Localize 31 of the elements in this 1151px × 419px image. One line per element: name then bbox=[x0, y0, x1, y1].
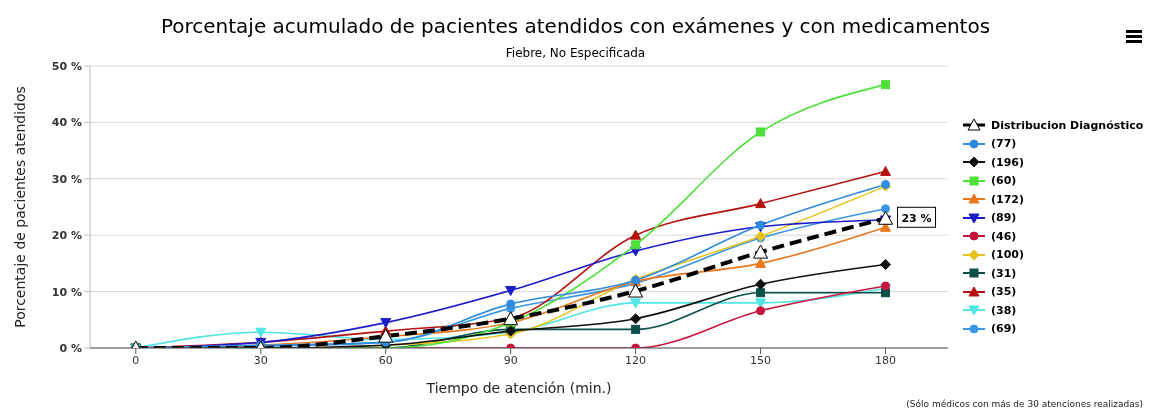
legend-label: (69) bbox=[991, 322, 1017, 336]
text: (Sólo médicos con más de 30 atenciones realizadas) bbox=[906, 399, 1143, 409]
annotation: 23 % bbox=[901, 212, 932, 226]
x-tick-label: 120 bbox=[625, 353, 647, 367]
y-tick-label: 0 % bbox=[59, 341, 82, 355]
y-tick-label: 10 % bbox=[51, 285, 82, 299]
x-tick-label: 0 bbox=[132, 353, 140, 367]
legend-label: (38) bbox=[991, 303, 1017, 317]
legend-label: (172) bbox=[991, 192, 1025, 206]
y-tick-label: 20 % bbox=[51, 229, 82, 243]
x-tick-label: 150 bbox=[750, 353, 772, 367]
x-tick-label: 30 bbox=[253, 353, 268, 367]
legend-label: Distribucion Diagnóstico bbox=[991, 118, 1144, 132]
y-tick-label: 50 % bbox=[51, 59, 82, 73]
chart-title: Porcentaje acumulado de pacientes atendidos con exámenes y con medicamentos bbox=[159, 14, 992, 38]
x-tick-label: 60 bbox=[378, 353, 393, 367]
legend-label: (100) bbox=[991, 248, 1025, 262]
x-axis-title: Tiempo de atención (min.) bbox=[425, 380, 612, 396]
y-axis-title: Porcentaje de pacientes atendidos bbox=[11, 86, 28, 328]
legend-label: (31) bbox=[991, 266, 1017, 280]
y-tick-label: 30 % bbox=[51, 172, 82, 186]
legend-label: (35) bbox=[991, 285, 1017, 299]
x-tick-label: 90 bbox=[503, 353, 518, 367]
legend-label: (60) bbox=[991, 174, 1017, 188]
y-tick-label: 40 % bbox=[51, 116, 82, 130]
chart-subtitle: Fiebre, No Especificada bbox=[504, 46, 647, 60]
legend-label: (89) bbox=[991, 211, 1017, 225]
legend-label: (77) bbox=[991, 137, 1017, 151]
legend-label: (196) bbox=[991, 155, 1025, 169]
legend-label: (46) bbox=[991, 229, 1017, 243]
x-tick-label: 180 bbox=[875, 353, 897, 367]
